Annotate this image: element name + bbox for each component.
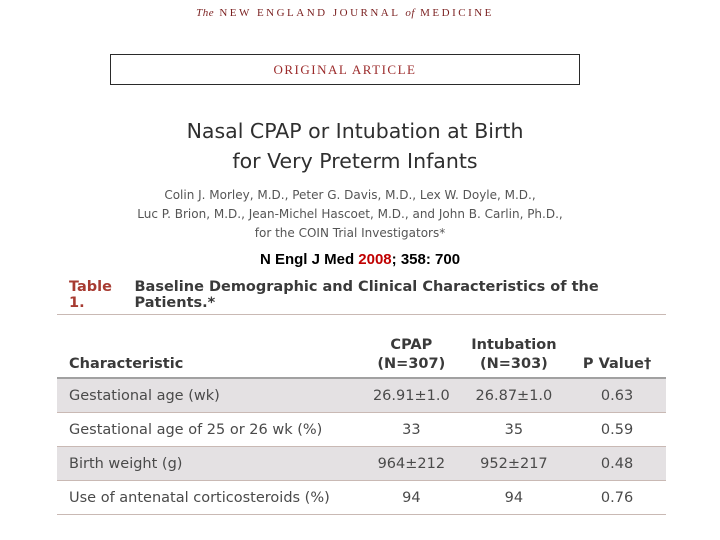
header-cpap-n: (N=307) <box>377 356 446 372</box>
cell-intubation: 26.87±1.0 <box>459 378 569 413</box>
authors-line2: Luc P. Brion, M.D., Jean-Michel Hascoet,… <box>137 207 563 221</box>
authors-line3: for the COIN Trial Investigators* <box>254 226 446 240</box>
citation-journal: N Engl J Med <box>259 251 359 268</box>
authors-line1: Colin J. Morley, M.D., Peter G. Davis, M… <box>164 188 536 202</box>
table-row: Use of antenatal corticosteroids (%) 94 … <box>57 480 666 515</box>
journal-name-part2: MEDICINE <box>420 7 494 19</box>
citation: N Engl J Med 2008; 358: 700 <box>0 251 720 268</box>
journal-name-part1: NEW ENGLAND JOURNAL <box>219 7 401 19</box>
cell-cpap: 26.91±1.0 <box>362 378 460 413</box>
cell-characteristic: Birth weight (g) <box>57 446 363 481</box>
header-p-value: P Value† <box>568 315 666 379</box>
table-caption-text: Baseline Demographic and Clinical Charac… <box>134 279 599 311</box>
citation-rest: ; 358: 700 <box>391 251 461 268</box>
cell-intubation: 94 <box>459 480 569 515</box>
header-cpap: CPAP (N=307) <box>362 315 460 379</box>
article-title-line2: for Very Preterm Infants <box>232 149 478 173</box>
cell-cpap: 94 <box>362 480 460 515</box>
citation-year: 2008 <box>358 251 392 268</box>
cell-intubation: 35 <box>459 412 569 447</box>
cell-p-value: 0.48 <box>568 446 666 481</box>
section-label: ORIGINAL ARTICLE <box>273 61 417 77</box>
journal-of: of <box>405 7 415 19</box>
cell-cpap: 33 <box>362 412 460 447</box>
article-authors: Colin J. Morley, M.D., Peter G. Davis, M… <box>100 186 600 243</box>
table-row: Gestational age (wk) 26.91±1.0 26.87±1.0… <box>57 378 666 413</box>
cell-characteristic: Gestational age of 25 or 26 wk (%) <box>57 412 363 447</box>
table-row: Gestational age of 25 or 26 wk (%) 33 35… <box>57 412 666 447</box>
cell-p-value: 0.63 <box>568 378 666 413</box>
table-caption: Table 1. Baseline Demographic and Clinic… <box>57 276 666 315</box>
cell-p-value: 0.76 <box>568 480 666 515</box>
table-label: Table 1. <box>69 279 112 311</box>
table-row: Birth weight (g) 964±212 952±217 0.48 <box>57 446 666 481</box>
section-label-box: ORIGINAL ARTICLE <box>110 54 580 85</box>
journal-masthead: The NEW ENGLAND JOURNAL of MEDICINE <box>0 7 690 19</box>
table-header-row: Characteristic CPAP (N=307) Intubation (… <box>57 315 666 379</box>
cell-characteristic: Gestational age (wk) <box>57 378 363 413</box>
cell-characteristic: Use of antenatal corticosteroids (%) <box>57 480 363 515</box>
journal-prefix: The <box>196 7 215 19</box>
header-intubation-n: (N=303) <box>479 356 548 372</box>
cell-intubation: 952±217 <box>459 446 569 481</box>
cell-cpap: 964±212 <box>362 446 460 481</box>
cell-p-value: 0.59 <box>568 412 666 447</box>
article-title-line1: Nasal CPAP or Intubation at Birth <box>186 119 524 143</box>
article-title: Nasal CPAP or Intubation at Birth for Ve… <box>60 116 650 176</box>
table-panel: Table 1. Baseline Demographic and Clinic… <box>57 276 666 515</box>
header-intubation: Intubation (N=303) <box>459 315 569 379</box>
header-characteristic: Characteristic <box>57 315 363 379</box>
baseline-table: Characteristic CPAP (N=307) Intubation (… <box>57 315 666 515</box>
